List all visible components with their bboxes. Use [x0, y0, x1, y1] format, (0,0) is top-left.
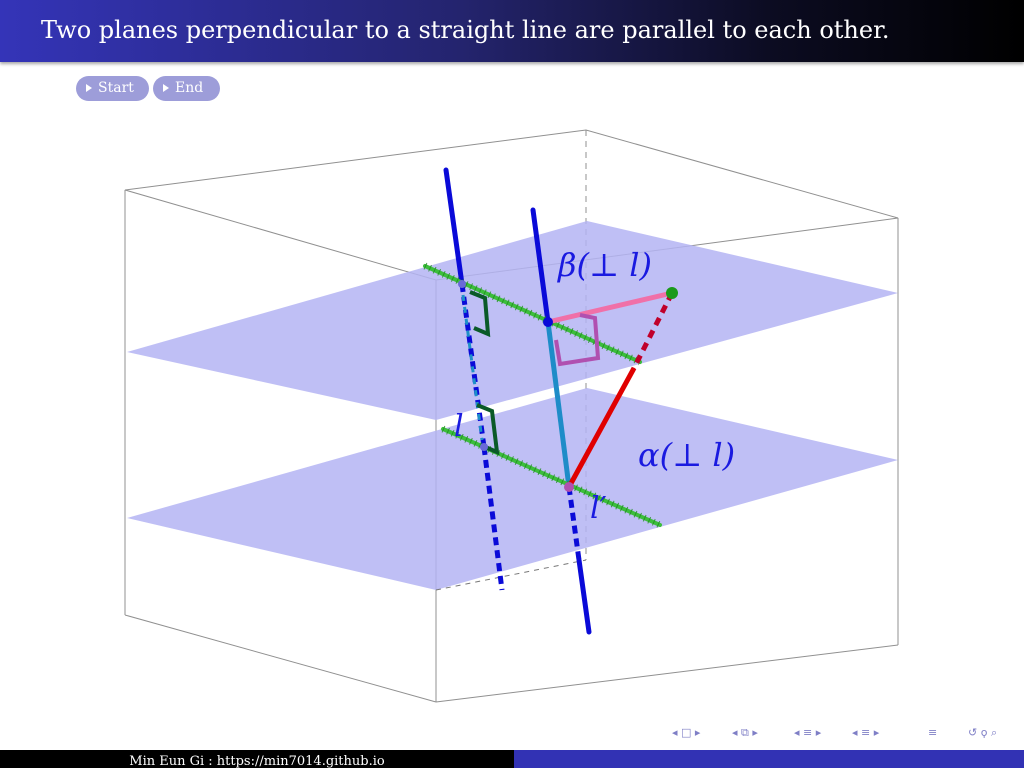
- end-button[interactable]: End: [153, 76, 220, 101]
- start-button-label: Start: [98, 80, 134, 96]
- right-angle-mark: [476, 403, 500, 456]
- start-button[interactable]: Start: [76, 76, 149, 101]
- label-alpha: α(⊥ l): [638, 436, 735, 474]
- footer-left: Min Eun Gi : https://min7014.github.io: [0, 750, 514, 768]
- intersection-line-alpha[interactable]: [441, 427, 662, 527]
- right-angle-mark: [469, 290, 491, 338]
- red-segment-hidden: [630, 291, 675, 372]
- label-l-prime: l′: [590, 491, 607, 526]
- footer-right: [514, 750, 1024, 768]
- pink-segment[interactable]: [545, 290, 675, 325]
- section-nav-icon[interactable]: ◂ ≡ ▸: [794, 726, 822, 739]
- red-segment[interactable]: [566, 367, 636, 490]
- slide-title: Two planes perpendicular to a straight l…: [41, 16, 890, 44]
- line-l[interactable]: [443, 167, 505, 591]
- end-button-label: End: [175, 80, 204, 96]
- point-l-alpha[interactable]: [480, 443, 488, 451]
- point-green[interactable]: [666, 287, 678, 299]
- subsection-nav-icon[interactable]: ◂ ⧉ ▸: [732, 726, 758, 739]
- point-l-prime-beta[interactable]: [543, 317, 553, 327]
- play-icon: [163, 84, 169, 92]
- right-angle-mark-magenta: [554, 313, 601, 367]
- footer-author: Min Eun Gi : https://min7014.github.io: [129, 754, 385, 768]
- footer: Min Eun Gi : https://min7014.github.io: [0, 750, 1024, 768]
- line-l-prime[interactable]: [530, 207, 592, 635]
- label-l: l: [454, 409, 464, 444]
- play-icon: [86, 84, 92, 92]
- box-edge: [124, 614, 437, 703]
- label-beta: β(⊥ l): [557, 246, 652, 284]
- search-zoom-icon[interactable]: ↺ ϙ ⌕: [968, 726, 998, 739]
- frame-nav-icon[interactable]: ◂ □ ▸: [672, 726, 701, 739]
- line-l-prime-between: [545, 321, 572, 488]
- line-l-prime-lower: [576, 557, 592, 635]
- plane-beta[interactable]: [127, 221, 898, 420]
- align-icon[interactable]: ≡: [928, 726, 938, 739]
- line-l-segment: [461, 294, 484, 441]
- title-bar: Two planes perpendicular to a straight l…: [0, 0, 1024, 62]
- point-l-prime-alpha[interactable]: [564, 482, 574, 492]
- plane-alpha[interactable]: [127, 388, 898, 590]
- line-l-upper: [443, 167, 465, 287]
- line-l-lower-hidden: [481, 446, 505, 591]
- line-l-prime-upper: [530, 207, 551, 325]
- box-edge: [435, 644, 899, 703]
- point-l-beta[interactable]: [458, 280, 466, 288]
- document-nav-icon[interactable]: ◂ ≡ ▸: [852, 726, 880, 739]
